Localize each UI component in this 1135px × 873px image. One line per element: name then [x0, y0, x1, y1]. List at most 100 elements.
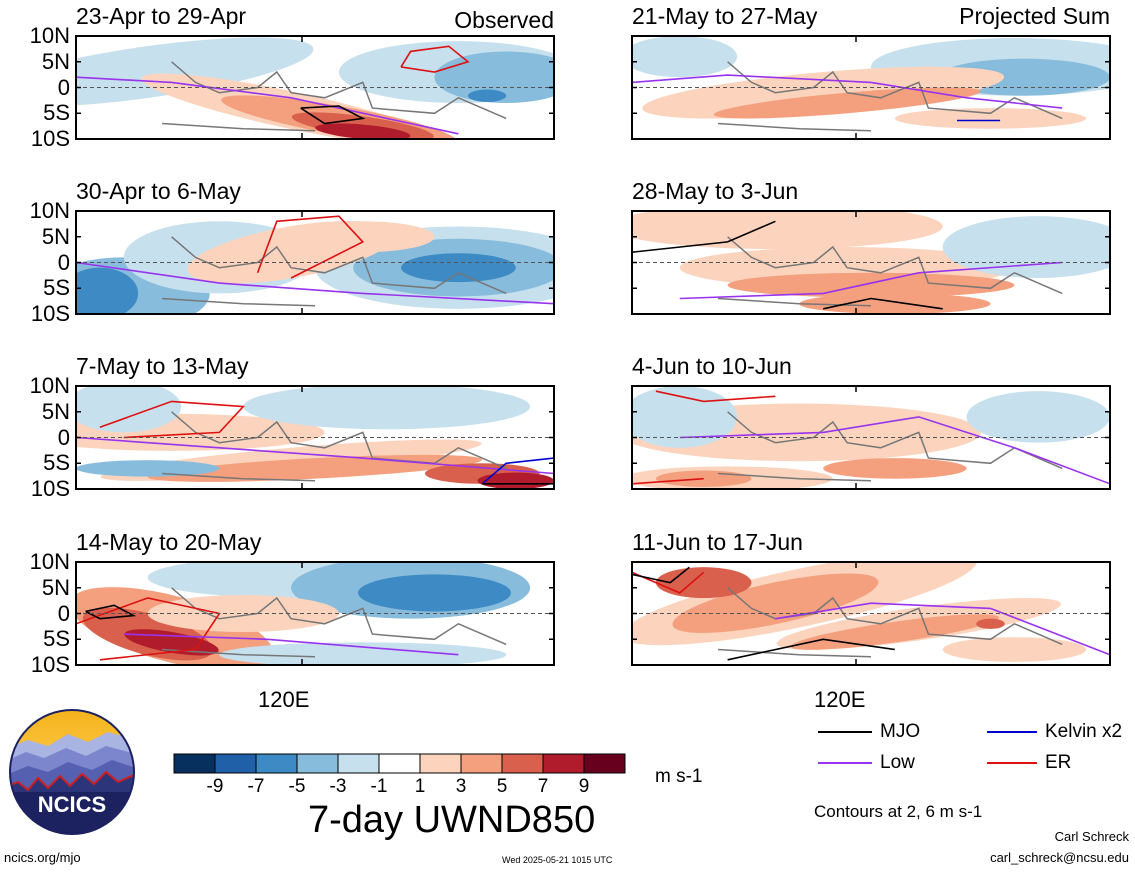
colorbar-tick-label: -9 — [206, 776, 224, 797]
panel-title: 30-Apr to 6-May — [76, 178, 241, 204]
legend-low: Low — [880, 752, 915, 773]
y-tick-label: 5S — [43, 275, 70, 301]
coastline — [727, 236, 1063, 295]
field-shade — [243, 386, 531, 430]
coastline — [717, 122, 872, 132]
y-tick-label: 10S — [30, 652, 70, 677]
field-shade — [401, 253, 516, 283]
legend-lines — [818, 731, 872, 764]
y-tick-label: 5S — [43, 100, 70, 126]
y-tick-label: 5N — [41, 223, 70, 249]
mjo-contour — [632, 566, 690, 584]
observed-label: Observed — [454, 7, 554, 33]
legend-lines-right — [987, 731, 1037, 764]
panel-title: 7-May to 13-May — [76, 353, 249, 379]
coastline — [717, 472, 872, 482]
y-tick-label: 0 — [57, 600, 70, 626]
y-tick-label: 10N — [29, 373, 70, 398]
y-tick-label: 10S — [30, 476, 70, 501]
low-contour — [679, 261, 1063, 300]
panel-title: 14-May to 20-May — [76, 529, 262, 555]
field-shade — [315, 123, 411, 139]
map-panel — [631, 35, 1111, 140]
panel-title: 11-Jun to 17-Jun — [632, 529, 803, 555]
map-panel — [631, 385, 1111, 490]
field-shade — [790, 614, 1000, 650]
er-contour — [400, 45, 470, 73]
colorbar-swatch — [460, 753, 503, 774]
colorbar — [173, 753, 626, 774]
field-shade — [358, 574, 511, 612]
field-shade — [467, 89, 507, 102]
footer-url: ncics.org/mjo — [4, 850, 81, 865]
mjo-contour — [727, 638, 896, 661]
low-contour — [775, 602, 1110, 656]
coastline — [161, 472, 316, 482]
y-tick-label: 5N — [41, 48, 70, 74]
coastline — [161, 648, 316, 658]
colorbar-tick-label: -1 — [370, 776, 388, 797]
low-contour — [679, 416, 1110, 485]
projected-sum-label: Projected Sum — [959, 3, 1110, 29]
field-shade — [147, 594, 339, 633]
coastline — [161, 122, 316, 132]
map-panel — [75, 385, 555, 490]
field-shade — [976, 618, 1005, 629]
ncics-logo-text: NCICS — [38, 792, 106, 817]
field-shade — [672, 573, 879, 633]
low-contour — [76, 436, 554, 475]
footer-author: Carl Schreck — [1054, 829, 1129, 844]
coastline — [161, 297, 316, 307]
coastline — [171, 411, 507, 470]
footer-email: carl_schreck@ncsu.edu — [990, 850, 1129, 865]
field-shade — [823, 458, 967, 479]
colorbar-swatch — [337, 753, 380, 774]
field-shade — [642, 66, 1005, 119]
er-contour — [655, 390, 776, 403]
colorbar-units: m s-1 — [655, 766, 703, 787]
panel-title: 21-May to 27-May — [632, 3, 818, 29]
y-tick-label: 0 — [57, 424, 70, 450]
colorbar-swatch — [378, 753, 421, 774]
field-shade — [942, 637, 1087, 662]
colorbar-tick-label: 7 — [537, 776, 549, 797]
mjo-contour — [632, 220, 776, 253]
mjo-contour — [85, 604, 137, 620]
contours-note: Contours at 2, 6 m s-1 — [814, 802, 983, 821]
colorbar-swatch — [214, 753, 257, 774]
legend-er: ER — [1045, 752, 1072, 773]
legend-kelvin: Kelvin x2 — [1045, 721, 1123, 742]
map-panel — [75, 35, 555, 140]
y-tick-label: 0 — [57, 249, 70, 275]
field-shade — [76, 460, 220, 477]
colorbar-title: 7-day UWND850 — [308, 799, 596, 841]
y-tick-label: 10S — [30, 126, 70, 151]
er-contour — [256, 215, 365, 279]
y-tick-label: 5N — [41, 574, 70, 600]
mjo-contour — [300, 105, 366, 125]
field-shade — [477, 472, 554, 489]
er-contour — [99, 400, 246, 439]
field-shade — [966, 391, 1110, 443]
colorbar-tick-label: 3 — [455, 776, 467, 797]
coastline — [727, 411, 1063, 470]
colorbar-tick-label: 1 — [414, 776, 426, 797]
kelvin-contour — [481, 457, 554, 485]
colorbar-tick-label: -7 — [247, 776, 265, 797]
field-shade — [76, 267, 139, 314]
y-tick-label: 5N — [41, 398, 70, 424]
x-axis-label-left: 120E — [258, 687, 310, 712]
colorbar-tick-label: -3 — [329, 776, 347, 797]
coastline — [717, 297, 872, 307]
field-shade — [76, 386, 182, 433]
panel-title: 28-May to 3-Jun — [632, 178, 799, 204]
y-tick-label: 5S — [43, 450, 70, 476]
colorbar-swatch — [255, 753, 298, 774]
field-shade — [76, 37, 314, 107]
x-axis-label-right: 120E — [814, 687, 866, 712]
field-shade — [632, 36, 738, 78]
coastline — [171, 587, 507, 646]
er-contour — [632, 477, 704, 485]
y-tick-label: 0 — [57, 74, 70, 100]
y-tick-label: 5S — [43, 626, 70, 652]
